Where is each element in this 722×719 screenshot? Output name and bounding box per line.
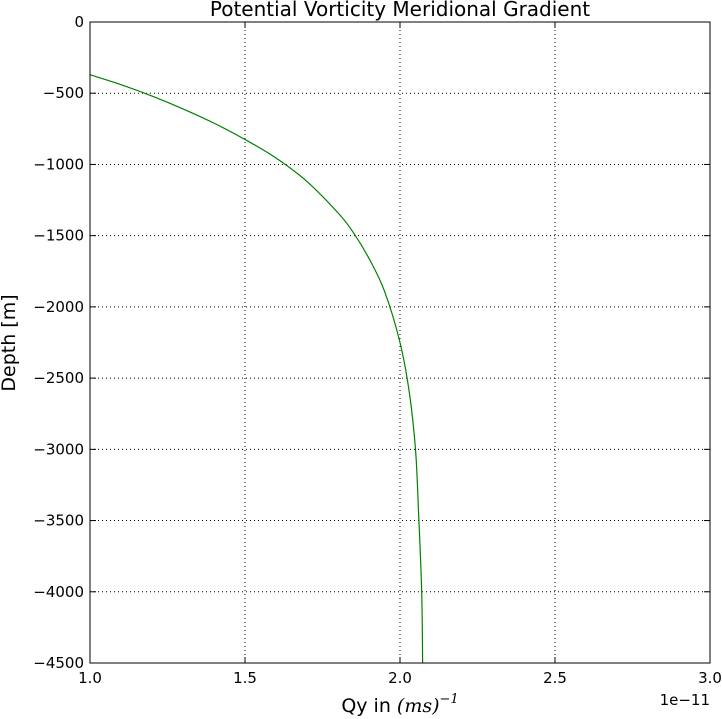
y-tick-label: −4000 <box>33 583 84 601</box>
x-tick-label: 1.0 <box>78 669 102 687</box>
chart-title: Potential Vorticity Meridional Gradient <box>210 0 590 21</box>
x-axis-label-math: (ms) <box>397 695 440 717</box>
y-tick-label: −2500 <box>33 369 84 387</box>
y-tick-label: −3500 <box>33 512 84 530</box>
y-tick-label: 0 <box>74 13 84 31</box>
y-tick-label: −2000 <box>33 298 84 316</box>
x-tick-label: 2.0 <box>388 669 412 687</box>
x-tick-labels: 1.0 1.5 2.0 2.5 3.0 <box>78 669 722 687</box>
series-line <box>89 74 424 664</box>
tick-marks <box>89 21 711 664</box>
y-tick-labels: 0 −500 −1000 −1500 −2000 −2500 −3000 −3500 −4000… <box>33 13 84 672</box>
y-axis-label: Depth [m] <box>0 294 20 391</box>
x-tick-label: 2.5 <box>543 669 567 687</box>
x-axis-label-text: Qy in <box>341 695 397 717</box>
series-layer <box>89 74 424 664</box>
y-tick-label: −3000 <box>33 440 84 458</box>
x-offset-label: 1e−11 <box>660 691 710 709</box>
y-tick-label: −500 <box>43 84 84 102</box>
y-tick-label: −1500 <box>33 227 84 245</box>
x-axis-label: Qy in (ms)−1 <box>341 692 458 717</box>
x-tick-label: 3.0 <box>698 669 722 687</box>
x-tick-label: 1.5 <box>233 669 257 687</box>
x-axis-label-exponent: −1 <box>440 692 459 707</box>
y-tick-label: −1000 <box>33 155 84 173</box>
y-tick-label: −4500 <box>33 654 84 672</box>
